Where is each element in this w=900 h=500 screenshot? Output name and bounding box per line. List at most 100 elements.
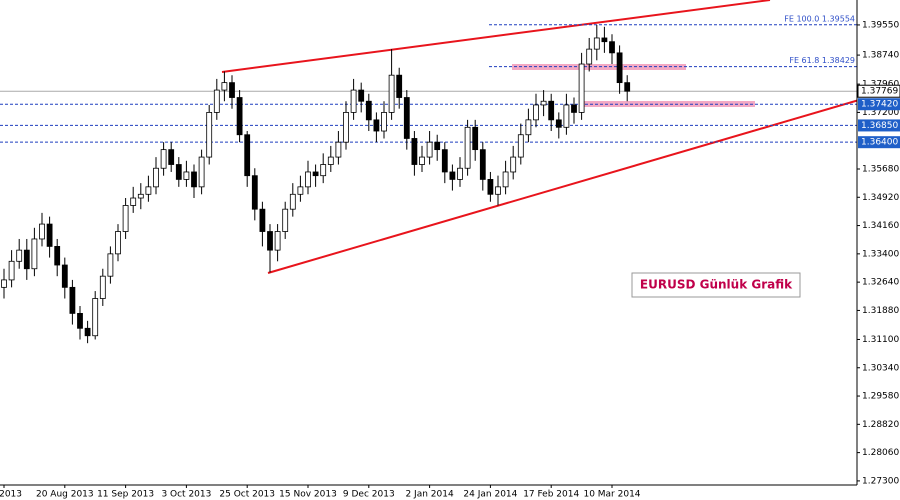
- candle-body: [403, 97, 410, 139]
- fib-label: FE 61.8 1.38429: [789, 56, 855, 65]
- y-tick-label: 1.37200: [862, 108, 899, 118]
- candle-body: [358, 89, 365, 102]
- candle-body: [274, 231, 281, 251]
- candle-body: [593, 37, 600, 50]
- y-tick-label: 1.31100: [862, 335, 899, 345]
- candle-body: [115, 231, 121, 255]
- candle-body: [441, 149, 448, 173]
- candle-body: [517, 134, 524, 158]
- candle-body: [229, 82, 235, 98]
- candle-body: [479, 149, 486, 180]
- candle-body: [61, 264, 68, 288]
- candle-body: [396, 74, 403, 98]
- x-tick-label: l 2013: [0, 490, 22, 500]
- candle-body: [130, 197, 137, 206]
- candle-body: [373, 119, 380, 132]
- level-label: 1.36400: [861, 138, 898, 148]
- x-tick-label: 2 Jan 2014: [405, 490, 453, 500]
- candle-body: [39, 223, 45, 240]
- y-tick-label: 1.29580: [862, 392, 899, 402]
- candle-body: [251, 175, 258, 210]
- candle-body: [525, 119, 532, 136]
- candle-body: [259, 208, 266, 232]
- candle-body: [586, 48, 593, 65]
- candle-body: [160, 149, 167, 169]
- candle-body: [609, 41, 615, 54]
- x-tick-label: 20 Aug 2013: [36, 490, 94, 500]
- candle-body: [84, 327, 91, 337]
- y-tick-label: 1.38740: [862, 51, 899, 61]
- candle-body: [365, 100, 372, 121]
- level-label: 1.36850: [861, 121, 898, 131]
- candle-body: [571, 104, 577, 113]
- candle-body: [191, 171, 197, 188]
- candle-body: [335, 141, 342, 158]
- y-tick-label: 1.30340: [862, 363, 899, 373]
- level-box: [858, 119, 900, 132]
- candle-body: [289, 193, 296, 210]
- candle-body: [69, 286, 76, 314]
- level-label: 1.37420: [861, 100, 898, 110]
- candle-body: [563, 104, 570, 128]
- candle-body: [350, 89, 357, 113]
- y-tick-label: 1.37960: [862, 80, 899, 90]
- candle-body: [153, 167, 159, 188]
- candle-body: [533, 104, 539, 121]
- candle-body: [434, 141, 441, 151]
- x-tick-label: 10 Mar 2014: [583, 490, 640, 500]
- candle-body: [305, 171, 311, 188]
- candle-body: [411, 138, 418, 165]
- y-tick-label: 1.31880: [862, 306, 899, 316]
- candle-body: [175, 164, 182, 180]
- candle-body: [426, 141, 433, 158]
- candle-body: [495, 186, 501, 195]
- candle-body: [137, 193, 144, 199]
- candle-body: [297, 186, 304, 195]
- current-price-label: 1.37769: [861, 87, 898, 97]
- y-tick-label: 1.35680: [862, 164, 899, 174]
- x-tick-label: 25 Oct 2013: [219, 490, 275, 500]
- x-tick-label: 3 Oct 2013: [161, 490, 211, 500]
- candle-body: [267, 231, 273, 251]
- x-tick-label: 15 Nov 2013: [279, 490, 337, 500]
- y-tick-label: 1.28820: [862, 420, 899, 430]
- candle-body: [624, 82, 631, 92]
- candle-body: [244, 134, 251, 177]
- candle-body: [381, 112, 387, 132]
- y-tick-label: 1.34160: [862, 221, 899, 231]
- candle-body: [419, 156, 425, 165]
- y-tick-label: 1.27300: [862, 476, 899, 486]
- candle-body: [601, 37, 608, 43]
- current-price-box: [857, 84, 900, 98]
- candle-body: [16, 249, 23, 262]
- chart-title: EURUSD Günlük Grafik: [640, 278, 793, 292]
- y-tick-label: 1.33400: [862, 249, 899, 259]
- candle-body: [107, 253, 114, 277]
- trend-line: [267, 99, 857, 274]
- y-tick-label: 1.32640: [862, 278, 899, 288]
- trend-line: [221, 0, 771, 73]
- title-box: [631, 272, 801, 298]
- candle-body: [449, 171, 456, 180]
- candle-body: [578, 63, 585, 113]
- candle-body: [487, 179, 494, 195]
- x-tick-label: 17 Feb 2014: [523, 490, 579, 500]
- candle-body: [99, 275, 106, 299]
- candle-body: [213, 89, 220, 113]
- candle-body: [23, 249, 30, 270]
- candle-body: [31, 238, 38, 270]
- candle-body: [616, 52, 623, 84]
- plot-area: [0, 0, 857, 344]
- candle-body: [327, 156, 334, 165]
- candle-body: [312, 171, 319, 177]
- candle-body: [555, 119, 562, 128]
- y-tick-label: 1.34920: [862, 193, 899, 203]
- candle-body: [472, 126, 479, 151]
- candle-body: [510, 156, 517, 173]
- x-tick-label: 11 Sep 2013: [97, 490, 154, 500]
- candle-body: [168, 149, 175, 165]
- candle-body: [320, 164, 327, 177]
